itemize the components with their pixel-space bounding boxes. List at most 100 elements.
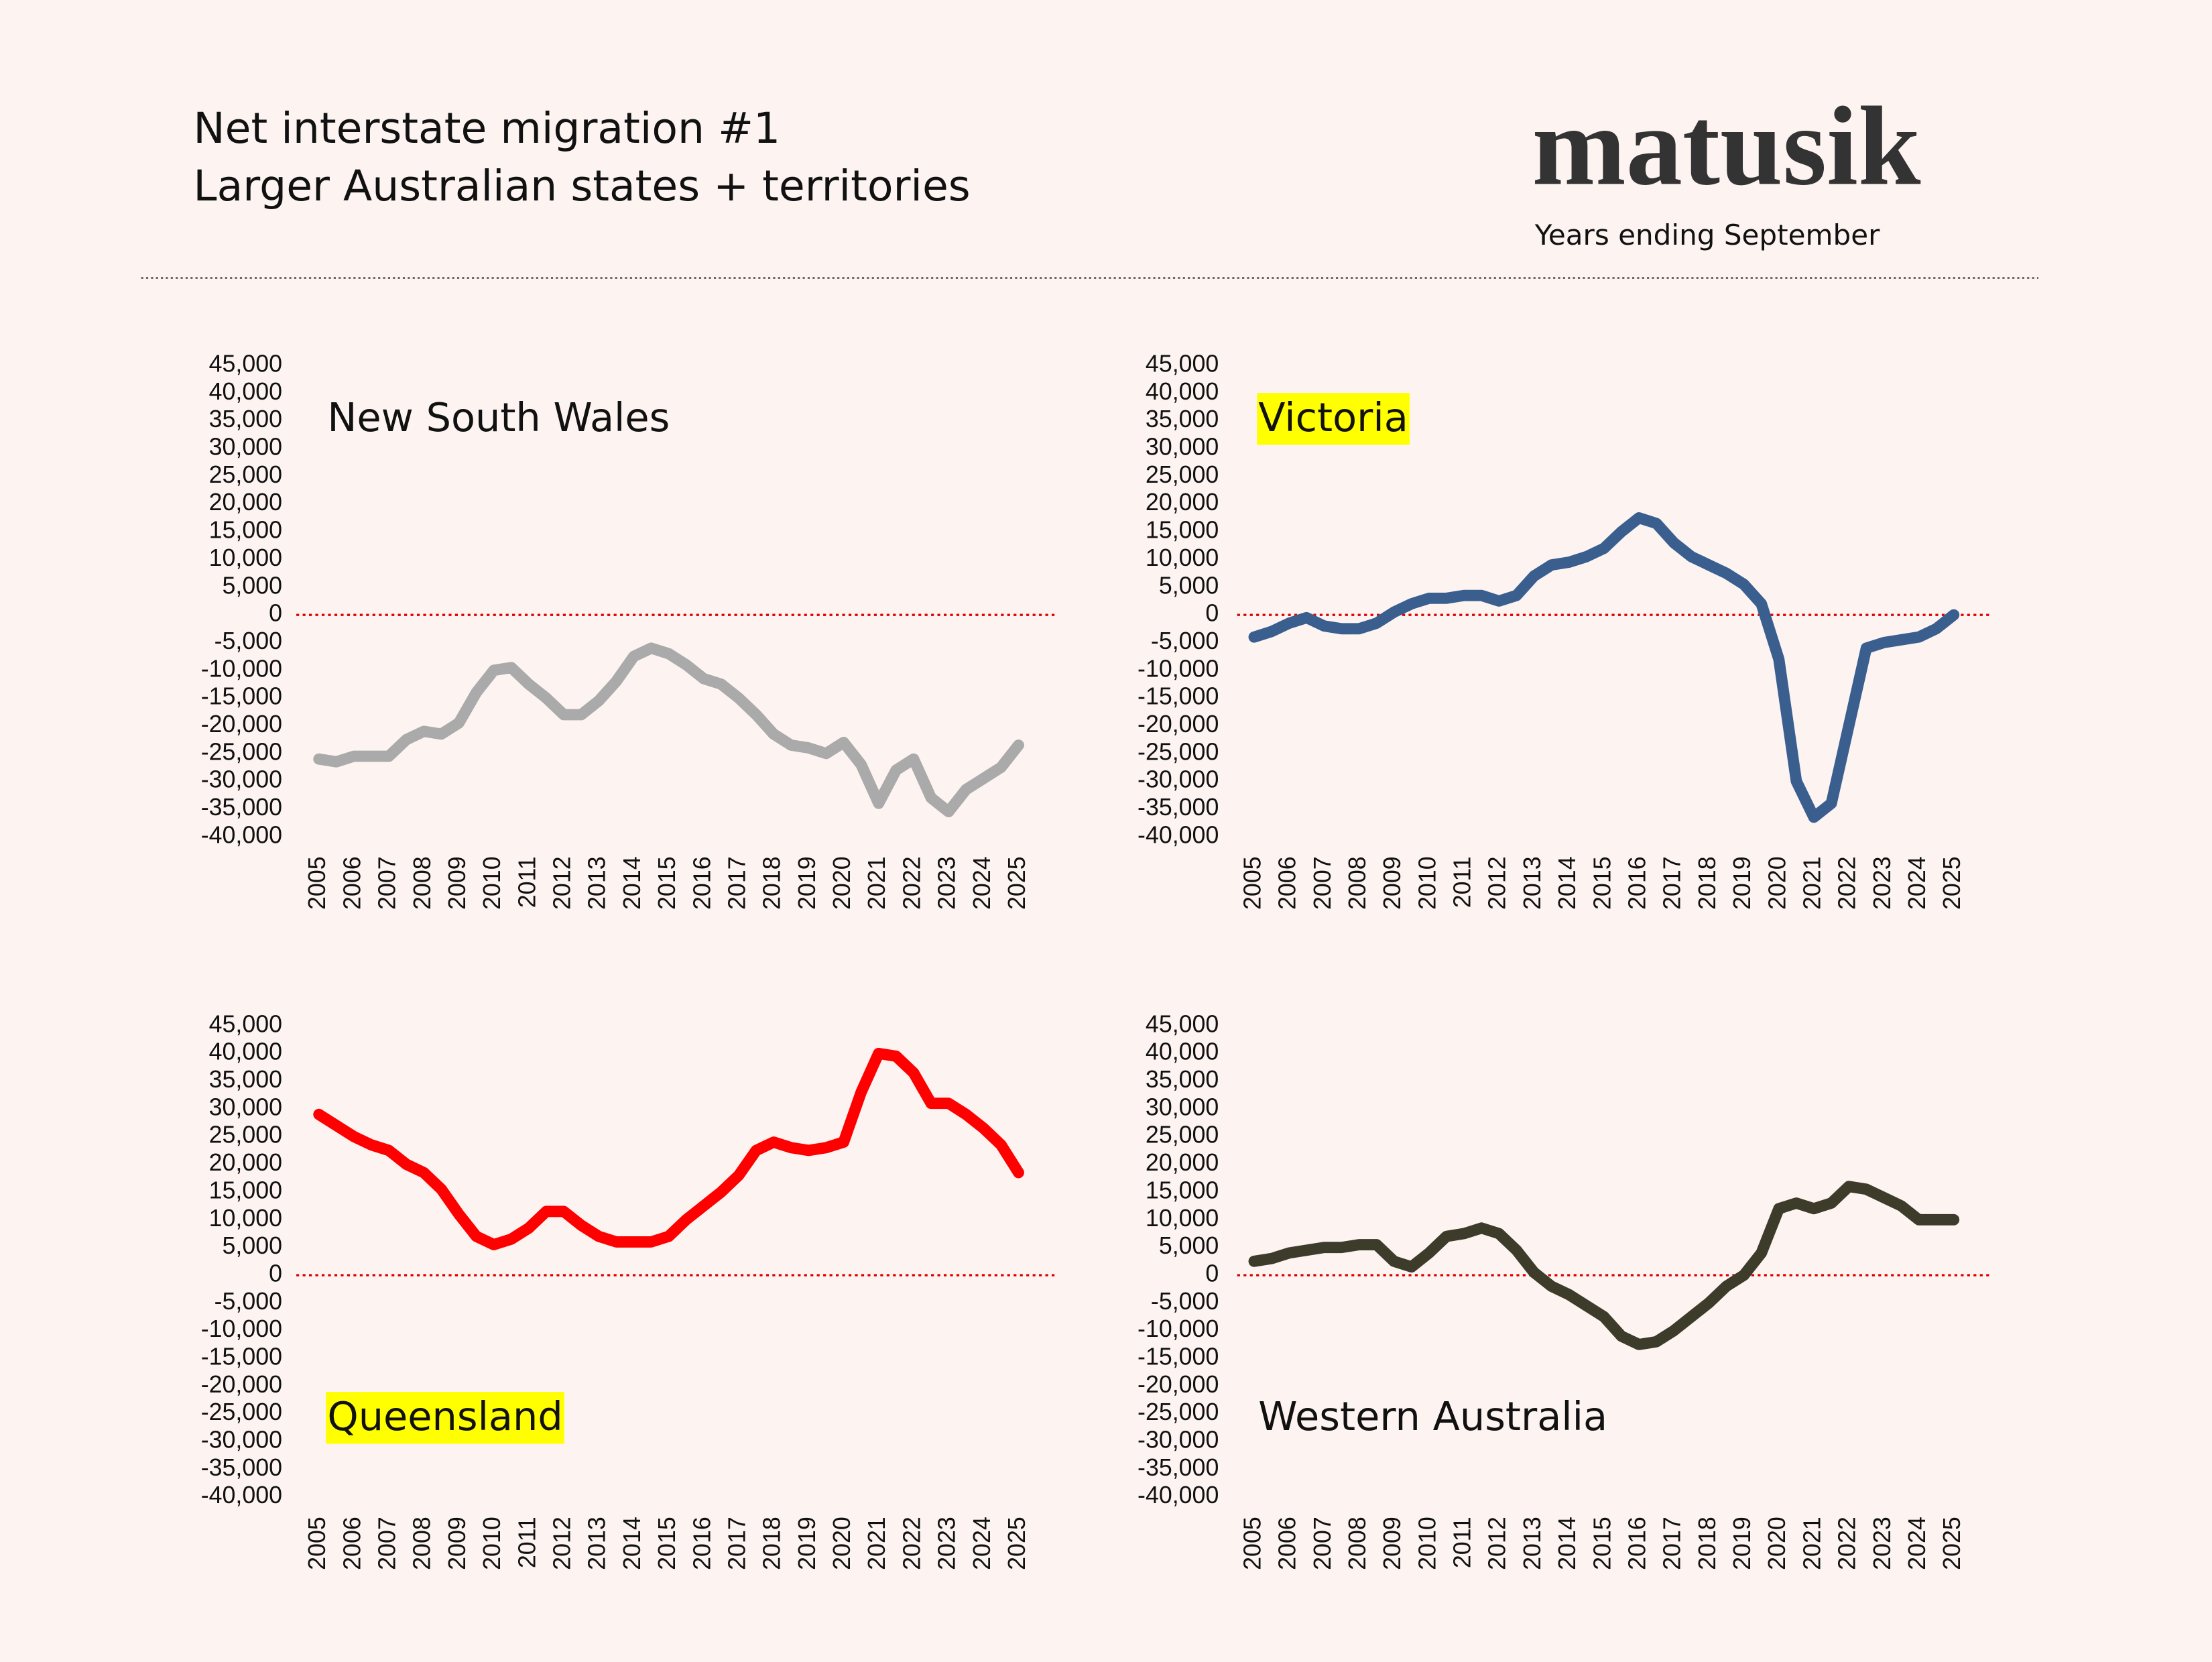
x-tick-label: 2022 (898, 856, 925, 910)
x-tick-label: 2007 (374, 856, 401, 910)
x-tick-label: 2019 (1729, 1517, 1756, 1570)
x-tick-label: 2021 (1798, 856, 1825, 910)
x-tick-label: 2010 (1414, 856, 1440, 910)
data-line (313, 1047, 1024, 1250)
y-tick-label: -20,000 (201, 1371, 282, 1398)
y-tick-label: 35,000 (1146, 1066, 1219, 1093)
x-tick-label: 2017 (723, 1517, 750, 1570)
x-tick-label: 2015 (1589, 1517, 1615, 1570)
y-tick-label: -20,000 (1138, 711, 1219, 737)
x-tick-label: 2009 (1379, 856, 1406, 910)
panel-title: New South Wales (327, 394, 670, 440)
y-tick-label: 25,000 (209, 461, 282, 488)
y-tick-label: 45,000 (209, 350, 282, 377)
x-tick-label: 2016 (1624, 1517, 1651, 1570)
x-tick-label: 2021 (863, 856, 890, 910)
y-tick-label: -5,000 (1151, 1288, 1219, 1315)
x-tick-label: 2023 (934, 1517, 961, 1570)
data-line (1248, 512, 1960, 823)
x-tick-label: 2008 (1344, 856, 1371, 910)
y-tick-label: -40,000 (201, 821, 282, 848)
x-tick-label: 2017 (1659, 1517, 1686, 1570)
x-tick-label: 2013 (584, 1517, 611, 1570)
x-tick-label: 2020 (1764, 1517, 1790, 1570)
y-tick-label: 10,000 (209, 1205, 282, 1232)
y-tick-label: 30,000 (1146, 1093, 1219, 1120)
y-tick-label: -40,000 (1138, 821, 1219, 848)
y-tick-label: 10,000 (1146, 1205, 1219, 1232)
x-tick-label: 2010 (1414, 1517, 1440, 1570)
y-tick-label: 15,000 (1146, 517, 1219, 544)
x-tick-label: 2020 (828, 1517, 855, 1570)
x-tick-label: 2021 (1798, 1517, 1825, 1570)
y-tick-label: 20,000 (209, 489, 282, 516)
x-tick-label: 2025 (1939, 856, 1965, 910)
x-tick-label: 2025 (1003, 1517, 1030, 1570)
x-tick-label: 2017 (1659, 856, 1686, 910)
page-title: Net interstate migration #1 (193, 103, 780, 153)
x-tick-label: 2014 (619, 856, 646, 910)
x-tick-label: 2006 (1274, 1517, 1301, 1570)
y-tick-label: -35,000 (1138, 794, 1219, 821)
x-tick-label: 2022 (898, 1517, 925, 1570)
x-tick-label: 2018 (759, 856, 786, 910)
y-tick-label: 20,000 (1146, 489, 1219, 516)
x-tick-label: 2019 (794, 856, 820, 910)
x-tick-label: 2024 (1904, 856, 1930, 910)
y-tick-label: 35,000 (209, 406, 282, 432)
x-tick-label: 2018 (759, 1517, 786, 1570)
y-tick-label: 25,000 (1146, 461, 1219, 488)
x-tick-label: 2008 (409, 856, 436, 910)
x-tick-label: 2014 (1554, 856, 1581, 910)
y-tick-label: 0 (1205, 600, 1219, 627)
y-tick-label: -30,000 (1138, 1427, 1219, 1453)
panel-title: Queensland (327, 1393, 562, 1439)
y-tick-label: 20,000 (209, 1149, 282, 1176)
y-tick-label: 15,000 (1146, 1177, 1219, 1203)
x-tick-label: 2011 (1449, 856, 1476, 908)
x-tick-label: 2015 (1589, 856, 1615, 910)
x-tick-label: 2009 (444, 1517, 471, 1570)
x-tick-label: 2020 (828, 856, 855, 910)
y-tick-label: 5,000 (1159, 1232, 1219, 1259)
x-tick-label: 2012 (549, 1517, 576, 1570)
y-tick-label: 10,000 (1146, 544, 1219, 571)
y-tick-label: -20,000 (1138, 1371, 1219, 1398)
x-tick-label: 2015 (654, 1517, 680, 1570)
x-tick-label: 2005 (1239, 856, 1266, 910)
x-tick-label: 2007 (1309, 856, 1336, 910)
x-tick-label: 2025 (1003, 856, 1030, 910)
panel-title: Western Australia (1258, 1393, 1607, 1439)
title-highlight (326, 1392, 564, 1444)
y-tick-label: 25,000 (1146, 1122, 1219, 1148)
brand-logo: matusik (1532, 84, 1921, 209)
y-tick-label: -20,000 (201, 711, 282, 737)
y-tick-label: -15,000 (1138, 683, 1219, 710)
y-tick-label: -40,000 (1138, 1482, 1219, 1508)
data-line (1248, 1181, 1960, 1350)
note: Years ending September (1534, 219, 1880, 251)
x-tick-label: 2020 (1764, 856, 1790, 910)
y-tick-label: 20,000 (1146, 1149, 1219, 1176)
y-tick-label: -15,000 (1138, 1344, 1219, 1370)
x-tick-label: 2008 (1344, 1517, 1371, 1570)
x-tick-label: 2016 (688, 1517, 715, 1570)
y-tick-label: -30,000 (201, 766, 282, 793)
x-tick-label: 2021 (863, 1517, 890, 1570)
y-tick-label: 15,000 (209, 517, 282, 544)
title-highlight (1257, 393, 1410, 445)
x-tick-label: 2006 (339, 1517, 365, 1570)
y-tick-label: 40,000 (1146, 378, 1219, 405)
x-tick-label: 2018 (1694, 856, 1721, 910)
x-tick-label: 2006 (339, 856, 365, 910)
y-tick-label: -25,000 (201, 1399, 282, 1425)
y-tick-label: -25,000 (201, 738, 282, 765)
x-tick-label: 2016 (1624, 856, 1651, 910)
x-tick-label: 2022 (1834, 1517, 1861, 1570)
x-tick-label: 2013 (1519, 1517, 1546, 1570)
x-tick-label: 2011 (513, 1517, 540, 1568)
y-tick-label: 0 (269, 600, 282, 627)
y-tick-label: 30,000 (209, 1093, 282, 1120)
y-tick-label: 30,000 (1146, 434, 1219, 461)
